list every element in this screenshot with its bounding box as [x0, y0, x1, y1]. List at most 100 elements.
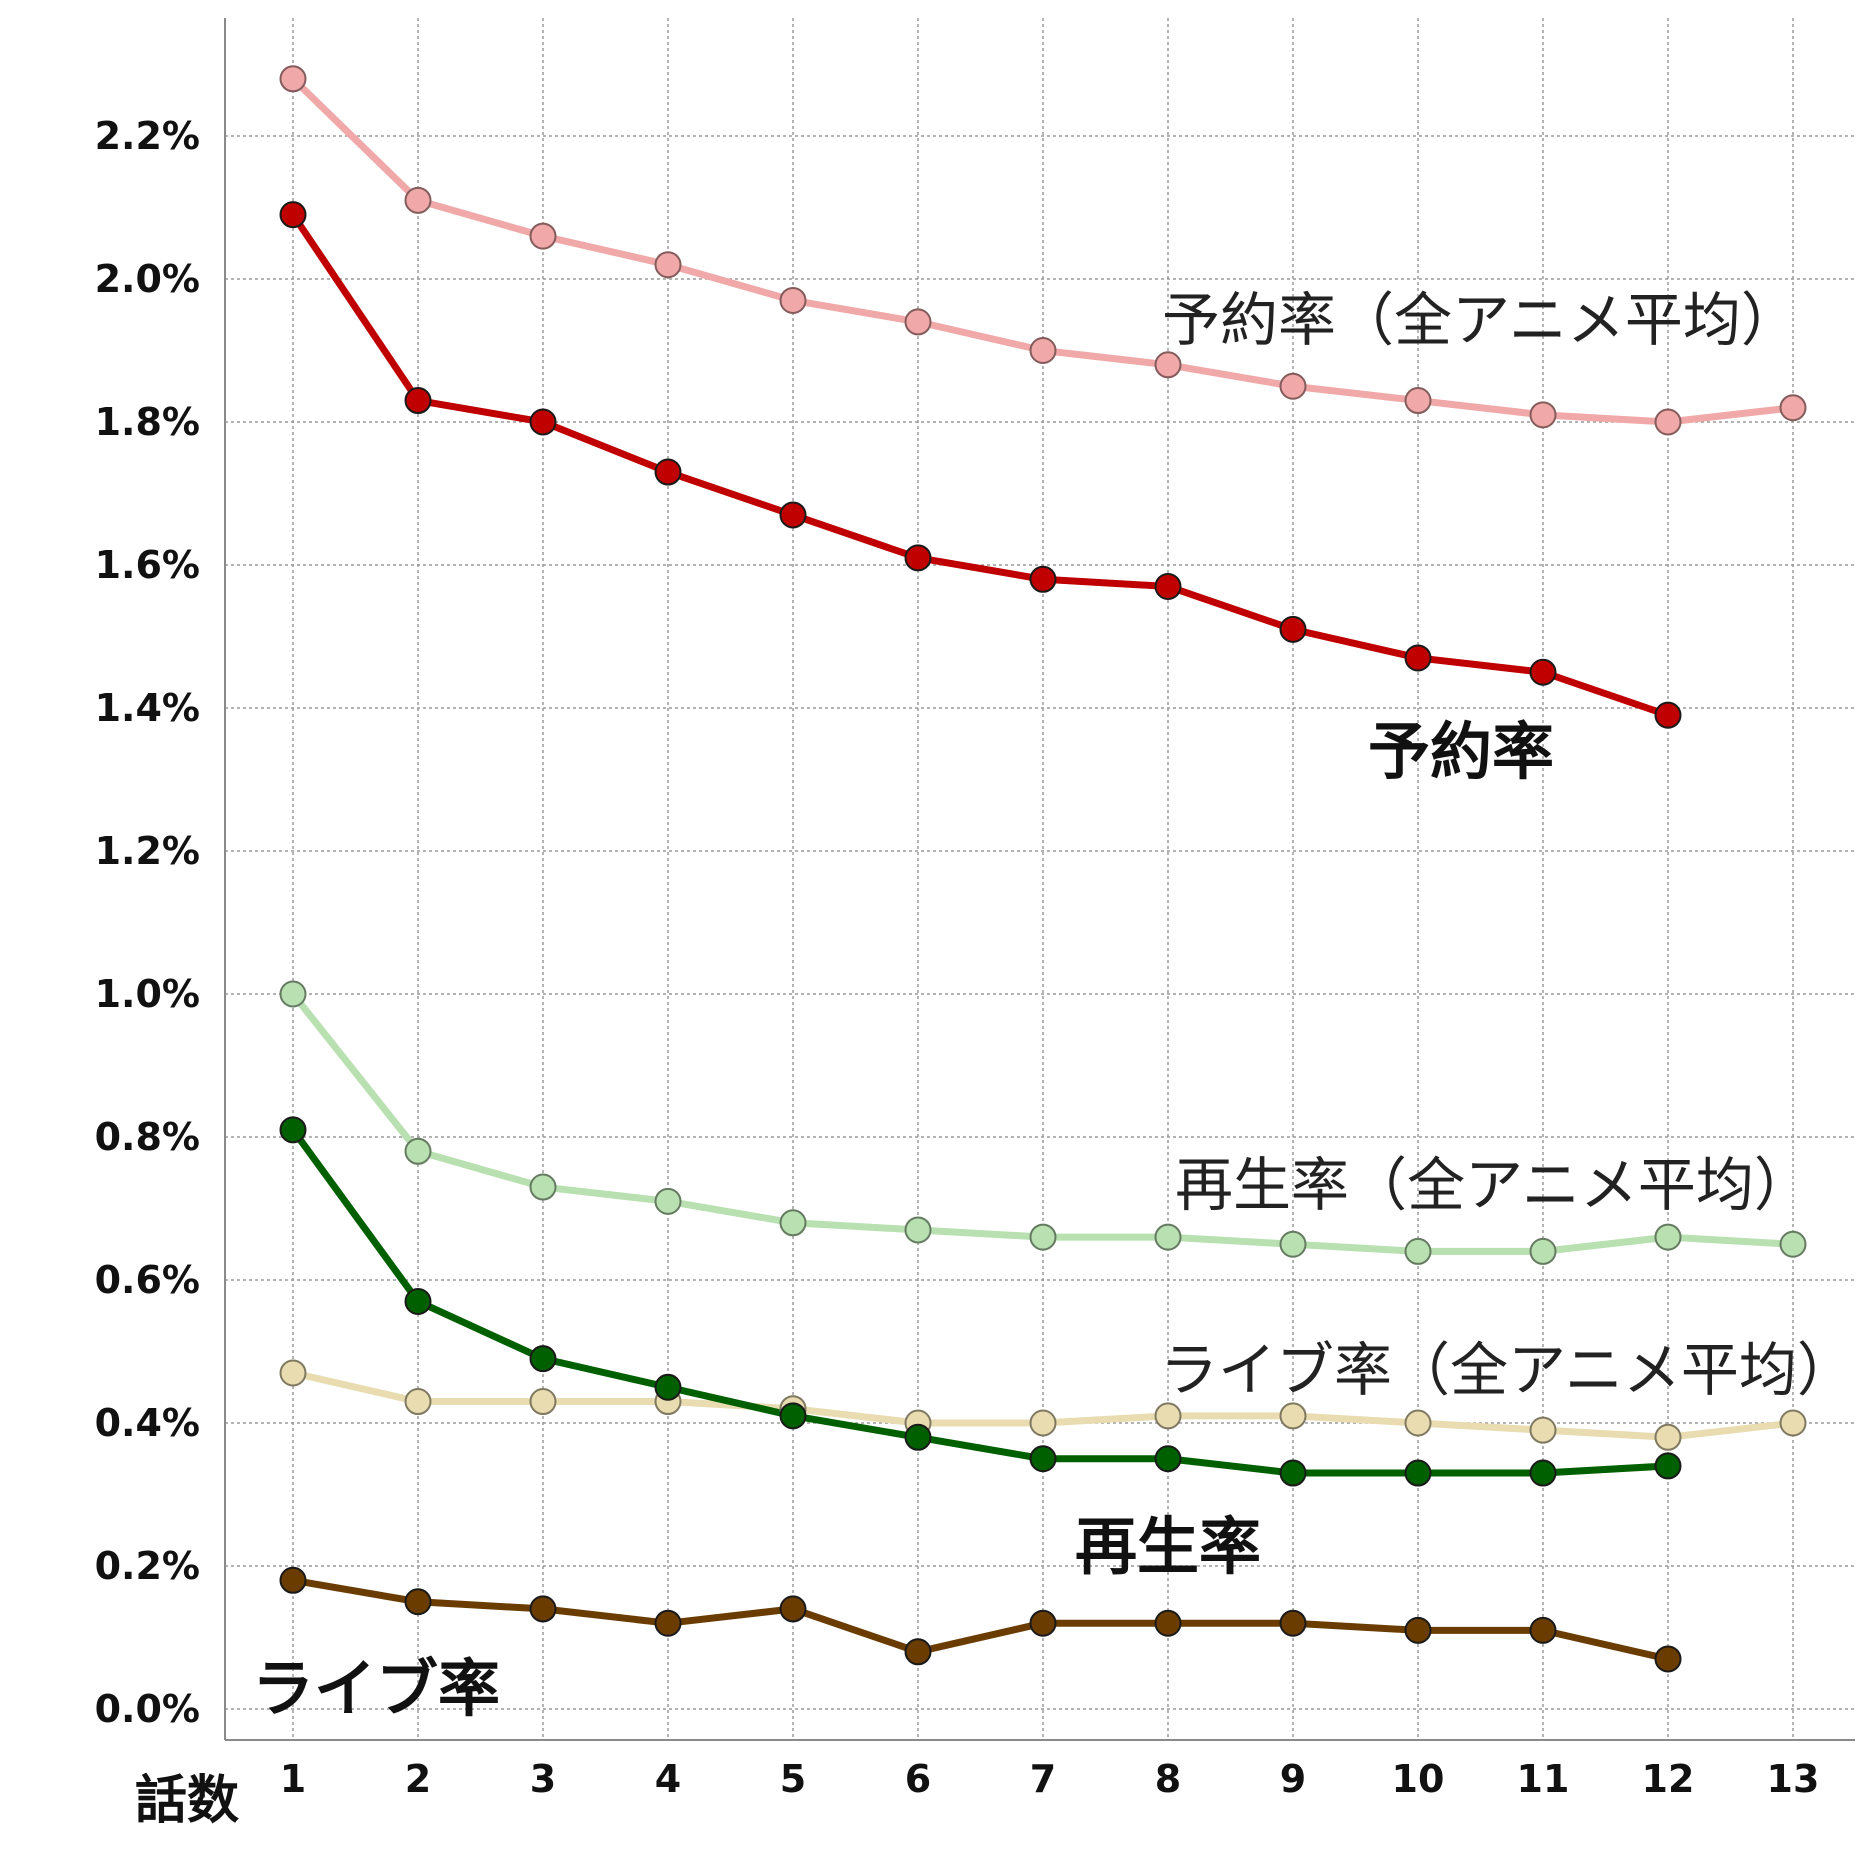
data-point: [279, 1566, 307, 1594]
data-point: [1529, 658, 1557, 686]
x-tick-label: 8: [1155, 1757, 1181, 1801]
x-tick-label: 6: [905, 1757, 931, 1801]
data-point: [279, 201, 307, 229]
data-point: [1404, 1409, 1432, 1437]
series-label-play-avg: 再生率（全アニメ平均）: [1175, 1151, 1812, 1219]
series-label-live: ライブ率: [252, 1652, 500, 1725]
data-point: [1529, 1237, 1557, 1265]
data-point: [404, 1388, 432, 1416]
data-point: [904, 1423, 932, 1451]
data-point: [1029, 1223, 1057, 1251]
y-tick-label: 0.4%: [95, 1401, 200, 1445]
y-axis-ticks: 0.0% 0.2% 0.4% 0.6% 0.8% 1.0% 1.2% 1.4% 1.6% 1.8%…: [95, 114, 200, 1731]
data-point: [1404, 1459, 1432, 1487]
data-point: [1279, 372, 1307, 400]
x-tick-label: 3: [530, 1757, 556, 1801]
x-tick-label: 5: [780, 1757, 806, 1801]
data-point: [404, 1287, 432, 1315]
x-tick-label: 13: [1767, 1757, 1820, 1801]
data-point: [1529, 1416, 1557, 1444]
data-point: [529, 408, 557, 436]
series-markers: [279, 1566, 1682, 1673]
y-tick-label: 1.4%: [95, 686, 200, 730]
series-markers: [279, 65, 1807, 436]
x-tick-label: 10: [1392, 1757, 1445, 1801]
data-point: [1779, 1409, 1807, 1437]
series-line: [289, 1126, 1672, 1477]
series-points: [279, 65, 1807, 1673]
data-point: [1404, 644, 1432, 672]
data-point: [1279, 1609, 1307, 1637]
data-point: [1404, 1237, 1432, 1265]
data-point: [904, 544, 932, 572]
data-point: [1154, 1223, 1182, 1251]
data-point: [1154, 572, 1182, 600]
x-tick-label: 12: [1642, 1757, 1695, 1801]
series-line: [289, 1576, 1672, 1663]
y-tick-label: 0.6%: [95, 1258, 200, 1302]
y-tick-label: 0.2%: [95, 1544, 200, 1588]
data-point: [779, 501, 807, 529]
y-tick-label: 2.0%: [95, 257, 200, 301]
y-tick-label: 0.8%: [95, 1115, 200, 1159]
data-point: [1029, 1445, 1057, 1473]
series-markers: [279, 201, 1682, 729]
data-point: [1029, 1409, 1057, 1437]
y-tick-label: 1.0%: [95, 972, 200, 1016]
grid: [225, 18, 1855, 1740]
data-point: [779, 1595, 807, 1623]
data-point: [279, 1359, 307, 1387]
series-markers: [279, 980, 1807, 1265]
data-point: [279, 1116, 307, 1144]
data-point: [654, 458, 682, 486]
data-point: [654, 1609, 682, 1637]
data-point: [1654, 1423, 1682, 1451]
series-markers: [279, 1116, 1682, 1487]
x-tick-label: 1: [280, 1757, 306, 1801]
data-point: [529, 1388, 557, 1416]
data-point: [1029, 1609, 1057, 1637]
data-point: [404, 186, 432, 214]
data-point: [779, 286, 807, 314]
x-axis-title: 話数: [135, 1771, 239, 1831]
data-point: [529, 222, 557, 250]
data-point: [404, 1588, 432, 1616]
data-point: [1654, 701, 1682, 729]
data-point: [1529, 1459, 1557, 1487]
axes: [224, 18, 1855, 1741]
data-point: [1029, 337, 1057, 364]
series-label-live-avg: ライブ率（全アニメ平均）: [1160, 1336, 1855, 1404]
data-point: [1654, 1452, 1682, 1480]
data-point: [904, 1216, 932, 1244]
data-point: [1279, 1402, 1307, 1430]
data-point: [1154, 1445, 1182, 1473]
data-point: [404, 1137, 432, 1165]
series-label-reservation: 予約率: [1368, 715, 1554, 788]
data-point: [1654, 1645, 1682, 1673]
data-point: [1279, 1230, 1307, 1258]
y-tick-label: 2.2%: [95, 114, 200, 158]
data-point: [654, 251, 682, 279]
series-line: [289, 211, 1672, 719]
data-point: [1529, 1616, 1557, 1644]
data-point: [779, 1209, 807, 1237]
data-point: [904, 1638, 932, 1666]
x-tick-label: 4: [655, 1757, 681, 1801]
data-point: [529, 1173, 557, 1201]
y-tick-label: 0.0%: [95, 1687, 200, 1731]
data-point: [1654, 408, 1682, 436]
data-point: [779, 1402, 807, 1430]
data-point: [1279, 615, 1307, 643]
x-tick-label: 2: [405, 1757, 431, 1801]
x-tick-label: 7: [1030, 1757, 1056, 1801]
data-point: [279, 65, 307, 93]
series-label-play: 再生率: [1075, 1510, 1261, 1583]
x-axis-ticks: 1 2 3 4 5 6 7 8 9 10 11 12 13: [280, 1757, 1820, 1801]
y-tick-label: 1.8%: [95, 400, 200, 444]
y-tick-label: 1.6%: [95, 543, 200, 587]
data-point: [1654, 1223, 1682, 1251]
data-point: [1404, 387, 1432, 415]
data-point: [654, 1373, 682, 1401]
series-label-reservation-avg: 予約率（全アニメ平均）: [1162, 286, 1799, 354]
data-point: [1154, 1402, 1182, 1430]
